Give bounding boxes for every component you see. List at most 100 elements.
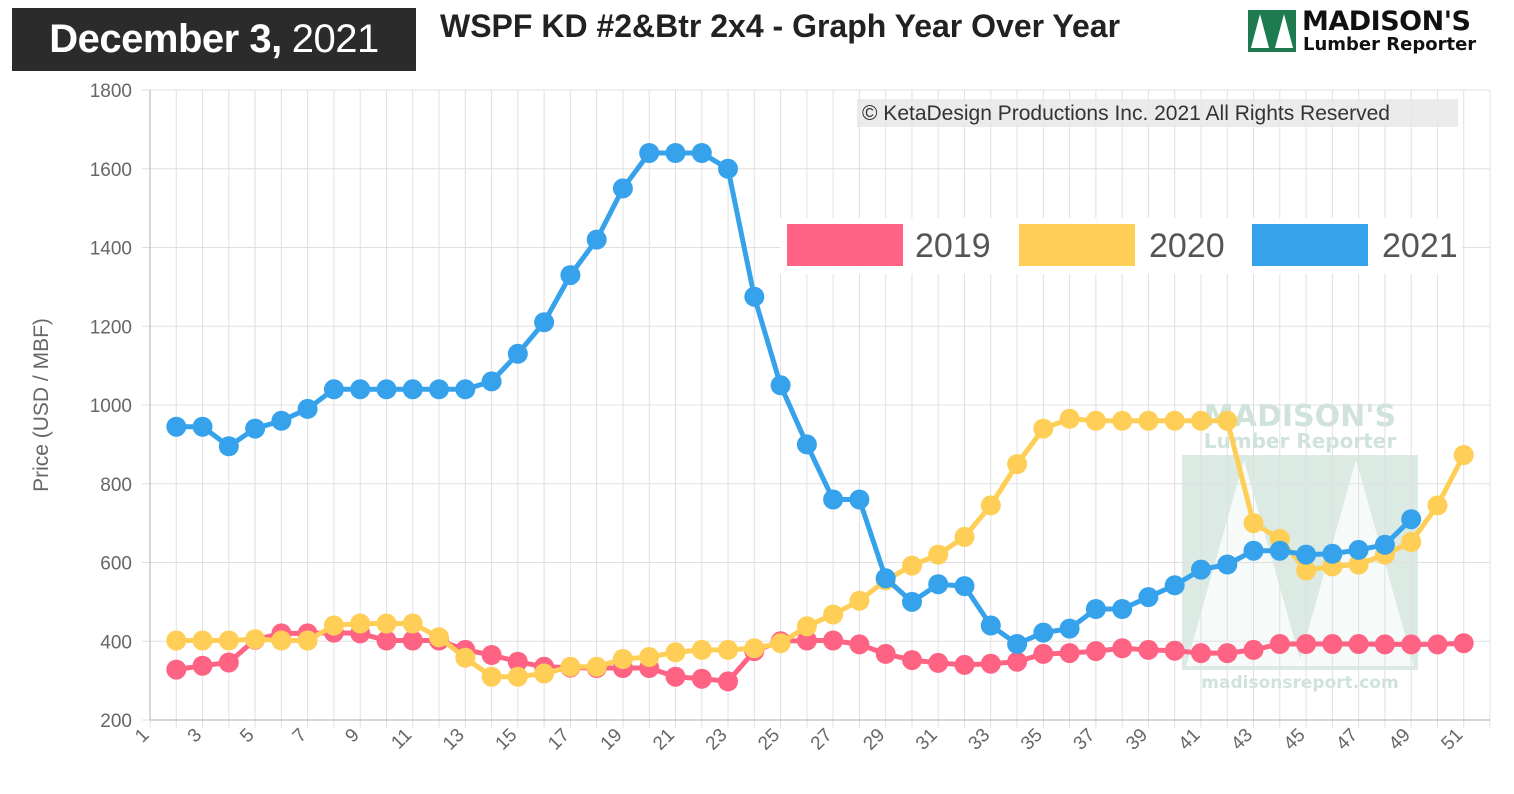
data-point-2020 xyxy=(586,656,607,677)
data-point-2021 xyxy=(875,568,896,589)
data-point-2021 xyxy=(560,265,581,286)
data-point-2019 xyxy=(1138,639,1159,660)
data-point-2021 xyxy=(1085,599,1106,619)
data-point-2019 xyxy=(718,671,738,692)
x-tick-label: 19 xyxy=(597,725,627,755)
x-tick-label: 23 xyxy=(702,725,732,755)
data-point-2020 xyxy=(350,613,371,634)
data-point-2020 xyxy=(928,544,949,565)
x-tick-label: 25 xyxy=(754,725,784,755)
data-point-2021 xyxy=(1191,559,1211,580)
data-point-2020 xyxy=(323,615,344,636)
data-point-2020 xyxy=(376,613,397,634)
x-tick-label: 41 xyxy=(1175,725,1205,755)
data-point-2019 xyxy=(1085,641,1106,662)
data-point-2020 xyxy=(1164,410,1185,431)
data-point-2021 xyxy=(1322,543,1343,564)
data-point-2020 xyxy=(1085,410,1106,431)
data-point-2019 xyxy=(507,651,528,672)
data-point-2019 xyxy=(481,645,502,665)
x-tick-label: 27 xyxy=(807,725,837,755)
data-point-2021 xyxy=(192,416,213,437)
legend-swatch-2019 xyxy=(787,224,903,266)
data-point-2020 xyxy=(770,633,791,654)
data-point-2021 xyxy=(1269,540,1290,561)
data-point-2019 xyxy=(1453,633,1474,654)
data-point-2020 xyxy=(1059,408,1080,429)
data-point-2019 xyxy=(954,654,975,675)
data-point-2021 xyxy=(534,312,555,333)
copyright-text: © KetaDesign Productions Inc. 2021 All R… xyxy=(862,102,1390,125)
y-tick-label: 600 xyxy=(100,554,132,575)
data-point-2021 xyxy=(323,379,344,400)
data-point-2021 xyxy=(1007,634,1028,654)
data-point-2021 xyxy=(429,379,449,400)
legend-swatch-2021 xyxy=(1252,224,1368,266)
watermark-url: madisonsreport.com xyxy=(1201,673,1398,693)
data-point-2021 xyxy=(902,591,922,612)
data-point-2021 xyxy=(796,434,817,455)
data-point-2019 xyxy=(1401,634,1422,655)
x-tick-label: 39 xyxy=(1122,725,1152,755)
legend-label-2019: 2019 xyxy=(915,227,991,265)
data-point-2021 xyxy=(1138,587,1159,608)
data-point-2021 xyxy=(507,343,528,364)
x-tick-label: 33 xyxy=(965,725,995,755)
data-point-2019 xyxy=(1059,643,1080,664)
y-tick-label: 200 xyxy=(100,711,132,732)
data-point-2019 xyxy=(875,643,896,664)
data-point-2021 xyxy=(954,576,975,597)
x-tick-label: 49 xyxy=(1385,725,1415,755)
data-point-2021 xyxy=(928,574,949,595)
data-point-2020 xyxy=(218,630,239,651)
data-point-2021 xyxy=(691,143,712,163)
data-point-2020 xyxy=(639,647,660,667)
data-point-2020 xyxy=(1348,554,1369,575)
data-point-2020 xyxy=(455,647,476,668)
x-axis-ticks: 1 3 5 7 9 11 13 15 17 19 21 23 25 27 29 31 33 35 37 39 41 43 4… xyxy=(131,725,1467,755)
chart-series xyxy=(166,143,1474,692)
data-point-2020 xyxy=(796,616,817,637)
data-point-2021 xyxy=(245,418,266,439)
data-point-2020 xyxy=(271,630,292,651)
data-point-2020 xyxy=(1007,454,1028,475)
data-point-2021 xyxy=(218,436,239,457)
x-tick-label: 17 xyxy=(544,725,574,755)
data-point-2020 xyxy=(902,555,922,576)
date-month-day: December 3, xyxy=(49,17,282,61)
data-point-2019 xyxy=(1243,639,1264,660)
legend-label-2020: 2020 xyxy=(1149,227,1225,265)
data-point-2021 xyxy=(1296,544,1317,565)
legend-swatch-2020 xyxy=(1019,224,1135,266)
y-tick-label: 1800 xyxy=(90,81,132,102)
data-point-2021 xyxy=(1112,599,1133,619)
data-point-2021 xyxy=(166,416,187,437)
data-point-2020 xyxy=(560,656,581,677)
data-point-2021 xyxy=(849,489,870,510)
data-point-2019 xyxy=(1322,634,1343,654)
data-point-2020 xyxy=(1296,560,1317,581)
data-point-2020 xyxy=(429,627,449,648)
data-point-2020 xyxy=(612,649,633,669)
data-point-2021 xyxy=(376,379,397,400)
data-point-2020 xyxy=(665,642,686,663)
data-point-2021 xyxy=(1401,509,1422,530)
x-tick-label: 21 xyxy=(649,725,679,755)
data-point-2020 xyxy=(245,629,266,650)
data-point-2020 xyxy=(402,613,423,634)
data-point-2019 xyxy=(1033,643,1054,664)
data-point-2020 xyxy=(534,663,555,684)
y-tick-label: 1000 xyxy=(90,396,132,417)
madisons-logo: MADISON'S Lumber Reporter xyxy=(1248,6,1504,56)
x-tick-label: 37 xyxy=(1070,725,1100,755)
data-point-2019 xyxy=(218,652,239,673)
x-tick-label: 13 xyxy=(439,725,469,755)
data-point-2021 xyxy=(1217,554,1238,575)
data-point-2019 xyxy=(665,666,686,687)
y-tick-label: 1600 xyxy=(90,160,132,181)
data-point-2019 xyxy=(823,630,844,651)
data-point-2021 xyxy=(586,229,607,250)
x-tick-label: 31 xyxy=(912,725,942,755)
data-point-2021 xyxy=(1059,618,1080,639)
data-point-2019 xyxy=(1296,634,1317,654)
